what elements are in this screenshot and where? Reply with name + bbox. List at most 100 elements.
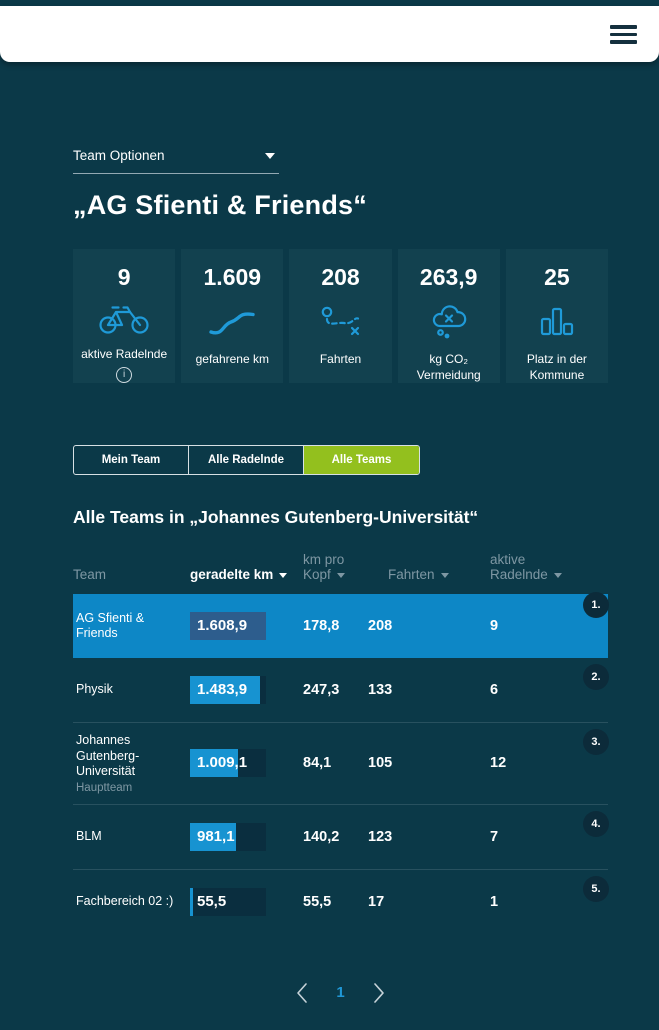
column-label: km pro Kopf: [303, 552, 345, 582]
team-name: Physik: [76, 682, 113, 697]
stat-label-text: kg CO₂ Vermeidung: [416, 351, 481, 382]
sort-caret-icon: [553, 572, 562, 578]
stat-card-trips: 208 Fahrten: [289, 249, 392, 383]
team-table: Team geradelte km km pro Kopf Fahrten ak…: [73, 552, 609, 934]
team-name-cell: Physik: [73, 682, 190, 698]
next-page-button[interactable]: [373, 982, 385, 1004]
km-bar: 981,1: [190, 822, 266, 851]
km-pro-kopf-value: 84,1: [303, 755, 332, 772]
app-header: [0, 6, 659, 62]
stat-value: 263,9: [419, 264, 478, 290]
km-bar: 55,5: [190, 887, 266, 916]
stat-value: 208: [321, 264, 360, 290]
section-title: Alle Teams in „Johannes Gutenberg-Univer…: [73, 507, 479, 527]
km-value: 55,5: [197, 892, 227, 910]
current-page-number[interactable]: 1: [336, 984, 345, 1001]
team-name: Fachbereich 02 :): [76, 893, 174, 908]
km-pro-kopf-value: 247,3: [303, 682, 340, 698]
column-header-km-pro-kopf[interactable]: km pro Kopf: [303, 552, 368, 582]
table-row[interactable]: Fachbereich 02 :) 55,5 55,5 17 1 5.: [73, 868, 609, 934]
km-bar-fill: [190, 612, 266, 640]
stats-row: 9 aktive Radelnde i 1.609: [73, 249, 609, 383]
fahrten-value: 133: [368, 682, 393, 698]
team-name-cell: AG Sfienti & Friends: [73, 611, 190, 642]
stat-card-co2: 263,9 kg CO₂ Vermeidung: [397, 249, 500, 383]
table-row[interactable]: AG Sfienti & Friends 1.608,9 178,8 208 9 1.: [73, 592, 609, 658]
team-options-dropdown[interactable]: Team Optionen: [73, 148, 279, 174]
aktive-radelnde-value: 7: [490, 828, 499, 845]
stat-card-km: 1.609 gefahrene km: [181, 249, 284, 383]
ranking-icon: [538, 300, 576, 344]
hamburger-menu-icon[interactable]: [610, 25, 637, 44]
km-bar: 1.483,9: [190, 676, 266, 704]
stat-card-rank: 25 Platz in der Kommune: [505, 249, 609, 383]
tab-label: Alle Radelnde: [207, 454, 285, 466]
km-value: 1.483,9: [197, 681, 248, 698]
table-row[interactable]: BLM 981,1 140,2 123 7 4.: [73, 803, 609, 869]
table-header-row: Team geradelte km km pro Kopf Fahrten ak…: [73, 552, 608, 594]
tab-alle-teams[interactable]: Alle Teams: [304, 446, 419, 474]
fahrten-value: 105: [368, 755, 393, 772]
bicycle-icon: [99, 300, 149, 339]
route-icon: [320, 300, 362, 344]
aktive-radelnde-value: 1: [490, 893, 499, 910]
rank-badge: 5.: [583, 875, 609, 902]
column-label: Team: [73, 567, 107, 582]
rank-badge: 1.: [583, 592, 609, 618]
co2-cloud-icon: [427, 300, 471, 344]
column-header-geradelte-km[interactable]: geradelte km: [190, 567, 303, 582]
team-name: BLM: [76, 828, 102, 843]
table-row[interactable]: Johannes Gutenberg-Universität Hauptteam 1…: [73, 722, 609, 804]
pagination: 1: [73, 982, 608, 1004]
km-bar-fill: [190, 822, 237, 851]
page-title: „AG Sfienti & Friends“: [73, 190, 367, 220]
info-icon[interactable]: i: [116, 367, 133, 383]
team-name: Johannes Gutenberg-Universität: [76, 733, 140, 778]
team-table-body: AG Sfienti & Friends 1.608,9 178,8 208 9 1. Ph…: [73, 592, 609, 934]
chevron-down-icon: [265, 152, 275, 159]
tab-alle-radelnde[interactable]: Alle Radelnde: [189, 446, 304, 474]
fahrten-value: 123: [368, 828, 393, 845]
rank-badge: 3.: [583, 729, 609, 755]
stat-label: gefahrene km: [191, 351, 274, 367]
column-header-aktive-radelnde[interactable]: aktive Radelnde: [490, 552, 608, 582]
team-name-cell: Johannes Gutenberg-Universität Hauptteam: [73, 733, 190, 794]
tab-label: Alle Teams: [331, 454, 392, 466]
table-row[interactable]: Physik 1.483,9 247,3 133 6 2.: [73, 658, 609, 722]
stat-value: 25: [544, 264, 570, 290]
stat-label-text: Platz in der Kommune: [526, 351, 587, 382]
rank-badge: 4.: [583, 810, 609, 837]
team-name-cell: BLM: [73, 829, 190, 845]
km-bar-fill: [190, 749, 238, 778]
km-bar-cell: 1.009,1: [190, 741, 303, 785]
stat-label: kg CO₂ Vermeidung: [398, 351, 500, 383]
fahrten-value: 208: [368, 618, 393, 634]
prev-page-button[interactable]: [296, 982, 308, 1004]
team-subtitle: Hauptteam: [76, 781, 133, 794]
road-icon: [209, 300, 255, 344]
km-pro-kopf-value: 140,2: [303, 828, 340, 845]
stat-label: Fahrten: [315, 351, 366, 367]
aktive-radelnde-value: 6: [490, 682, 499, 698]
stat-label-text: Fahrten: [319, 352, 362, 366]
view-tabs: Mein Team Alle Radelnde Alle Teams: [73, 445, 420, 475]
column-header-fahrten[interactable]: Fahrten: [368, 567, 490, 582]
main-content: Team Optionen „AG Sfienti & Friends“ 9 a…: [0, 148, 659, 1004]
column-label: aktive Radelnde: [490, 552, 548, 582]
km-bar-cell: 1.608,9: [190, 604, 303, 648]
column-header-team[interactable]: Team: [73, 567, 190, 582]
km-value: 981,1: [197, 827, 235, 845]
km-value: 1.009,1: [197, 754, 248, 772]
km-bar-fill: [190, 676, 261, 704]
km-bar-cell: 981,1: [190, 815, 303, 859]
stat-label: Platz in der Kommune: [506, 351, 608, 383]
sort-caret-icon: [440, 572, 449, 578]
stat-label: aktive Radelnde i: [73, 346, 175, 383]
stat-label-text: gefahrene km: [195, 352, 269, 366]
tab-mein-team[interactable]: Mein Team: [74, 446, 189, 474]
sort-caret-icon: [279, 572, 288, 578]
aktive-radelnde-value: 12: [490, 755, 507, 772]
tab-label: Mein Team: [101, 454, 161, 466]
km-bar-cell: 55,5: [190, 880, 303, 924]
fahrten-value: 17: [368, 893, 385, 910]
